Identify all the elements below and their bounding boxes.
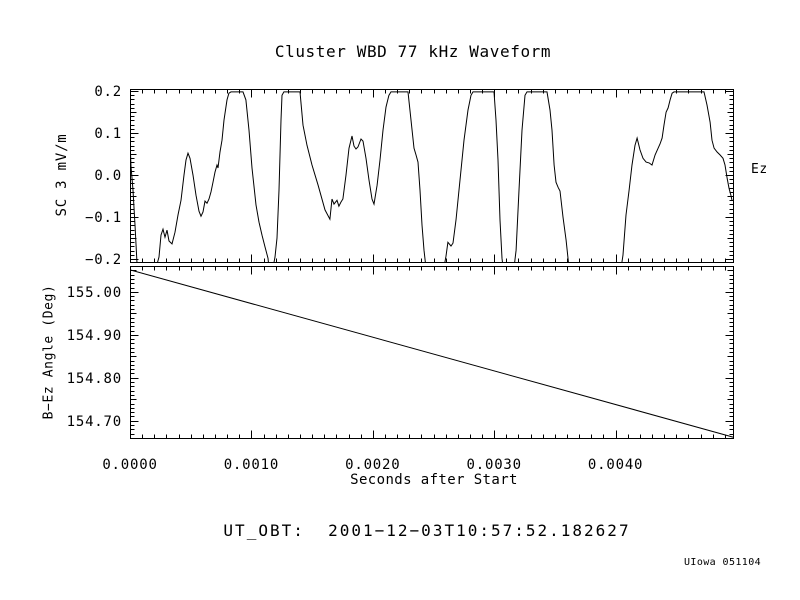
panel-frame	[130, 89, 734, 263]
panel-waveform	[130, 89, 734, 263]
chart-title: Cluster WBD 77 kHz Waveform	[274, 42, 552, 61]
credit-label: UIowa 051104	[684, 557, 762, 568]
angle-trace	[130, 269, 734, 438]
x-tick-label: 0.0010	[224, 457, 279, 473]
y-tick-label: 154.70	[67, 414, 122, 430]
y-tick-label: −0.1	[85, 210, 122, 226]
right-trace-label-ez: Ez	[751, 162, 768, 177]
panel-angle	[130, 266, 734, 439]
waveform-trace	[130, 91, 733, 263]
y-tick-label: 154.80	[67, 371, 122, 387]
x-tick-label: 0.0040	[588, 457, 643, 473]
y-tick-label: −0.2	[85, 252, 122, 268]
panel-frame	[130, 266, 734, 439]
x-tick-label: 0.0030	[467, 457, 522, 473]
y-tick-label: 154.90	[67, 328, 122, 344]
x-tick-label: 0.0000	[102, 457, 157, 473]
y-tick-label: 0.0	[94, 168, 122, 184]
y-tick-label: 0.1	[94, 126, 122, 142]
y-tick-label: 0.2	[94, 84, 122, 100]
y-tick-label: 155.00	[67, 285, 122, 301]
x-axis-label: Seconds after Start	[350, 472, 518, 488]
x-tick-label: 0.0020	[345, 457, 400, 473]
ut-obt-timestamp: UT_OBT: 2001−12−03T10:57:52.182627	[223, 521, 631, 540]
